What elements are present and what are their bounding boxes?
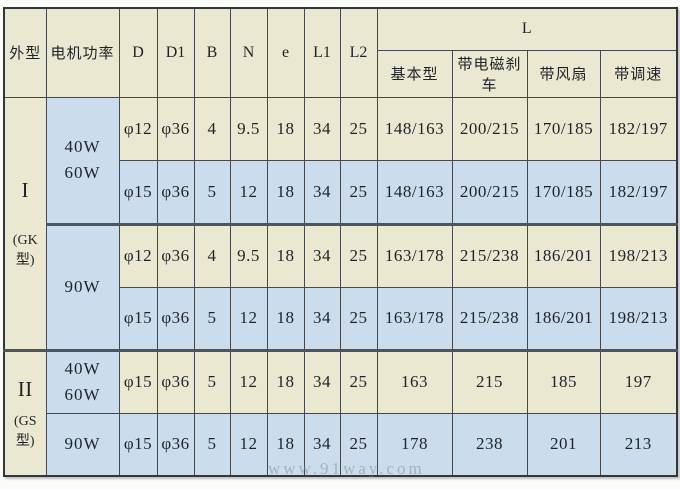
data-cell: 18 (266, 348, 305, 414)
shape-numeral: II (17, 376, 33, 401)
data-cell: 34 (303, 222, 341, 288)
data-cell: 34 (303, 286, 341, 351)
data-cell: φ15 (118, 412, 158, 477)
power-line: 40W (64, 358, 101, 378)
power-line: 60W (64, 163, 101, 182)
data-cell: 12 (229, 286, 268, 351)
header-l2: L2 (339, 7, 378, 98)
data-cell: 18 (266, 412, 305, 477)
power-line: 40W (64, 136, 101, 156)
data-cell: 213 (599, 412, 678, 477)
data-cell: 186/201 (526, 286, 601, 351)
data-cell: 25 (339, 159, 378, 225)
data-cell: φ36 (156, 286, 195, 351)
data-cell: 198/213 (599, 286, 678, 351)
power-cell-40-60: 40W 60W (45, 96, 120, 225)
data-cell: 9.5 (229, 96, 268, 161)
data-cell: 25 (339, 96, 378, 161)
data-cell: 25 (339, 412, 378, 477)
data-cell: 200/215 (451, 159, 528, 225)
header-n: N (229, 7, 268, 98)
data-cell: 18 (266, 286, 305, 351)
header-d1: D1 (156, 7, 195, 98)
data-cell: 197 (599, 348, 678, 414)
data-cell: 185 (526, 348, 601, 414)
data-cell: 12 (229, 348, 268, 414)
data-cell: 215 (451, 348, 528, 414)
data-cell: 25 (339, 286, 378, 351)
power-cell-40-60: 40W 60W (45, 348, 120, 414)
data-cell: φ36 (156, 222, 195, 288)
data-cell: 148/163 (376, 96, 453, 161)
data-cell: φ36 (156, 96, 195, 161)
data-cell: 5 (193, 348, 231, 414)
data-cell: 12 (229, 159, 268, 225)
data-cell: 5 (193, 159, 231, 225)
data-cell: 215/238 (451, 222, 528, 288)
data-cell: 25 (339, 222, 378, 288)
data-cell: φ12 (118, 222, 158, 288)
data-cell: 34 (303, 96, 341, 161)
data-cell: 18 (266, 159, 305, 225)
data-cell: 182/197 (599, 96, 678, 161)
data-cell: 215/238 (451, 286, 528, 351)
power-line: 60W (64, 385, 101, 404)
header-l-group: L (376, 7, 678, 51)
data-cell: 5 (193, 412, 231, 477)
header-l1: L1 (303, 7, 341, 98)
header-speed-control: 带调速 (599, 49, 678, 98)
data-cell: φ36 (156, 159, 195, 225)
data-cell: 34 (303, 159, 341, 225)
data-cell: 148/163 (376, 159, 453, 225)
data-cell: 18 (266, 96, 305, 161)
shape-label: (GK型) (12, 232, 38, 268)
data-cell: φ12 (118, 96, 158, 161)
power-line: 90W (64, 434, 101, 454)
motor-spec-table: 外型 电机功率 D D1 B N e L1 L2 L 基本型 带电磁刹车 带风扇… (3, 7, 679, 477)
header-power: 电机功率 (45, 7, 120, 98)
data-cell: 4 (193, 222, 231, 288)
header-d: D (118, 7, 158, 98)
data-cell: 25 (339, 348, 378, 414)
data-cell: φ15 (118, 159, 158, 225)
header-basic-type: 基本型 (376, 49, 453, 98)
data-cell: 5 (193, 286, 231, 351)
watermark: www.91way.com (268, 459, 425, 478)
data-cell: 163/178 (376, 222, 453, 288)
shape-label: (GS型) (13, 413, 37, 449)
data-cell: 18 (266, 222, 305, 288)
header-electromagnetic-brake: 带电磁刹车 (451, 49, 528, 98)
data-cell: φ36 (156, 348, 195, 414)
data-cell: 163/178 (376, 286, 453, 351)
data-cell: 182/197 (599, 159, 678, 225)
shape-cell-gs: II (GS型) (3, 348, 47, 477)
header-with-fan: 带风扇 (526, 49, 601, 98)
data-cell: 34 (303, 348, 341, 414)
shape-numeral: I (21, 177, 29, 202)
data-cell: 12 (229, 412, 268, 477)
data-cell: 238 (451, 412, 528, 477)
data-cell: 4 (193, 96, 231, 161)
power-cell-90: 90W (45, 412, 120, 477)
data-cell: φ36 (156, 412, 195, 477)
header-b: B (193, 7, 231, 98)
shape-cell-gk: I (GK型) (3, 96, 47, 351)
data-cell: φ15 (118, 286, 158, 351)
data-cell: 201 (526, 412, 601, 477)
data-cell: 170/185 (526, 96, 601, 161)
header-shape: 外型 (3, 7, 47, 98)
data-cell: 170/185 (526, 159, 601, 225)
data-cell: 198/213 (599, 222, 678, 288)
header-e: e (266, 7, 305, 98)
data-cell: φ15 (118, 348, 158, 414)
data-cell: 186/201 (526, 222, 601, 288)
power-cell-90: 90W (45, 222, 120, 351)
data-cell: 200/215 (451, 96, 528, 161)
data-cell: 163 (376, 348, 453, 414)
power-line: 90W (64, 276, 101, 296)
data-cell: 9.5 (229, 222, 268, 288)
